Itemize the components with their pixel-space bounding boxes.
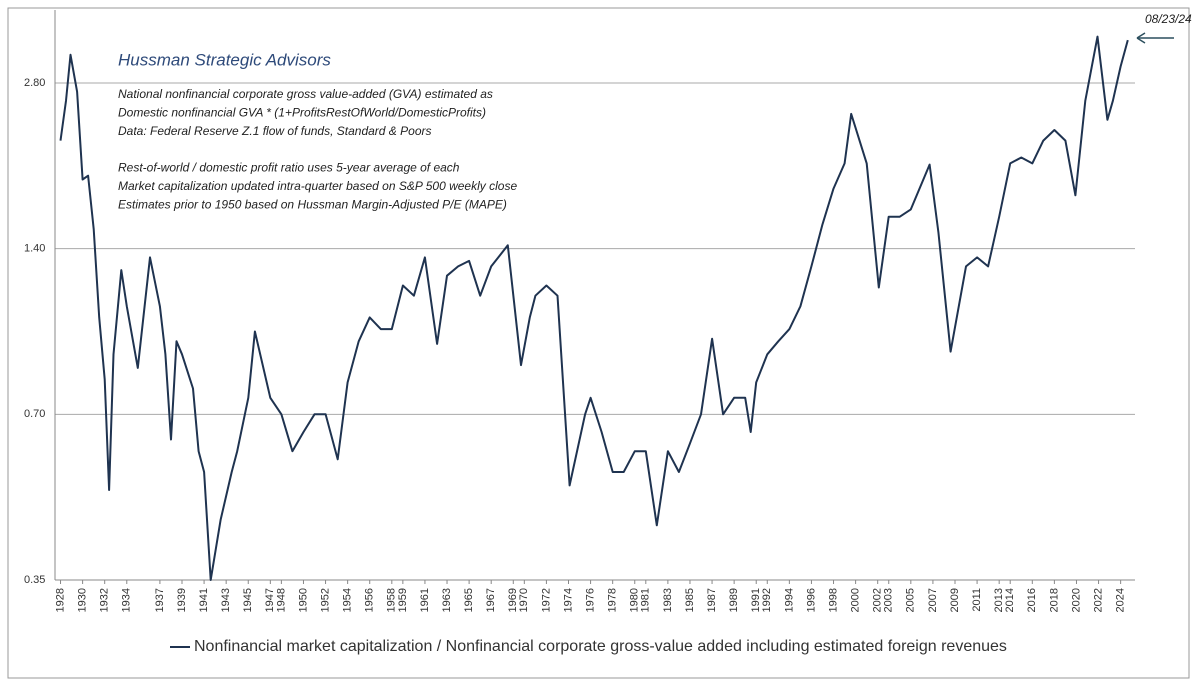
x-tick-label: 1961 (419, 588, 431, 612)
x-tick-label: 1969 (507, 588, 519, 612)
chart-title: Hussman Strategic Advisors (118, 50, 331, 69)
x-tick-label: 1943 (220, 588, 232, 612)
x-tick-label: 1945 (242, 588, 254, 612)
x-tick-label: 2020 (1070, 588, 1082, 612)
x-tick-label: 2007 (927, 588, 939, 612)
y-tick-label: 0.70 (24, 408, 45, 420)
x-tick-label: 1956 (364, 588, 376, 612)
x-tick-label: 1987 (706, 588, 718, 612)
x-tick-label: 1998 (827, 588, 839, 612)
x-tick-label: 2016 (1026, 588, 1038, 612)
x-tick-label: 2005 (905, 588, 917, 612)
x-tick-label: 2003 (883, 588, 895, 612)
x-tick-label: 1974 (562, 588, 574, 612)
annotation: 08/23/24 (1145, 12, 1192, 26)
x-tick-label: 1959 (397, 588, 409, 612)
x-tick-label: 1937 (154, 588, 166, 612)
x-tick-label: 2013 (993, 588, 1005, 612)
x-tick-label: 1994 (783, 588, 795, 612)
note-line: Rest-of-world / domestic profit ratio us… (118, 161, 460, 175)
x-tick-label: 1928 (54, 588, 66, 612)
note-line: Market capitalization updated intra-quar… (118, 179, 517, 193)
x-tick-label: 1941 (198, 588, 210, 612)
x-tick-label: 1981 (640, 588, 652, 612)
legend-label: Nonfinancial market capitalization / Non… (194, 638, 1007, 655)
chart-border (7, 7, 1190, 679)
x-tick-label: 2000 (850, 588, 862, 612)
x-tick-label: 1970 (518, 588, 530, 612)
x-tick-label: 1934 (121, 588, 133, 612)
x-tick-label: 2011 (971, 588, 983, 612)
x-tick-label: 1976 (584, 588, 596, 612)
x-tick-label: 2014 (1004, 588, 1016, 612)
x-tick-label: 1950 (297, 588, 309, 612)
x-tick-label: 2009 (949, 588, 961, 612)
x-tick-label: 1983 (662, 588, 674, 612)
x-tick-label: 1954 (342, 588, 354, 612)
y-tick-label: 1.40 (24, 243, 45, 255)
x-tick-label: 2024 (1115, 588, 1127, 612)
x-tick-label: 1952 (319, 588, 331, 612)
x-tick-label: 1985 (684, 588, 696, 612)
note-line: Estimates prior to 1950 based on Hussman… (118, 198, 507, 212)
x-tick-label: 2022 (1092, 588, 1104, 612)
x-tick-label: 1996 (805, 588, 817, 612)
x-tick-label: 1932 (99, 588, 111, 612)
x-tick-label: 2018 (1048, 588, 1060, 612)
y-tick-label: 0.35 (24, 574, 45, 586)
note-line: Domestic nonfinancial GVA * (1+ProfitsRe… (118, 106, 486, 120)
x-tick-label: 1992 (761, 588, 773, 612)
note-line: National nonfinancial corporate gross va… (118, 87, 493, 101)
x-tick-label: 1963 (441, 588, 453, 612)
x-tick-label: 2002 (872, 588, 884, 612)
y-tick-label: 2.80 (24, 77, 45, 89)
x-tick-label: 1947 (264, 588, 276, 612)
annotation-arrow (1136, 32, 1174, 44)
x-tick-label: 1930 (77, 588, 89, 612)
x-tick-label: 1972 (540, 588, 552, 612)
x-tick-label: 1967 (485, 588, 497, 612)
x-tick-label: 1965 (463, 588, 475, 612)
x-tick-label: 1989 (728, 588, 740, 612)
note-line: Data: Federal Reserve Z.1 flow of funds,… (118, 124, 432, 138)
x-tick-label: 1980 (629, 588, 641, 612)
data-line (59, 35, 1129, 581)
x-tick-label: 1978 (607, 588, 619, 612)
x-tick-label: 1991 (750, 588, 762, 612)
x-tick-label: 1939 (176, 588, 188, 612)
x-tick-label: 1958 (386, 588, 398, 612)
x-tick-label: 1948 (275, 588, 287, 612)
